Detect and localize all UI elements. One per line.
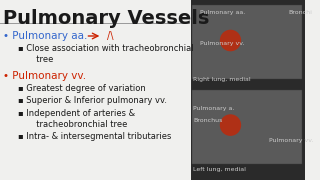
Text: ▪ Superior & Inferior pulmonary vv.: ▪ Superior & Inferior pulmonary vv. (18, 96, 167, 105)
Text: /\: /\ (107, 31, 113, 41)
Text: ▪ Close association with tracheobronchial: ▪ Close association with tracheobronchia… (18, 44, 194, 53)
Text: Pulmonary a.: Pulmonary a. (193, 105, 234, 111)
Text: Pulmonary aa.: Pulmonary aa. (200, 10, 245, 15)
Text: ▪ Independent of arteries &: ▪ Independent of arteries & (18, 109, 135, 118)
Text: • Pulmonary aa.: • Pulmonary aa. (3, 31, 87, 41)
Text: Bronchi: Bronchi (288, 10, 312, 15)
Bar (191, 0, 305, 180)
Text: • Pulmonary vv.: • Pulmonary vv. (3, 71, 86, 81)
Text: tracheobronchial tree: tracheobronchial tree (30, 120, 127, 129)
Text: Pulmonary vv.: Pulmonary vv. (200, 41, 244, 46)
Text: Right lung, medial: Right lung, medial (193, 77, 251, 82)
Text: Pulmonary Vessels: Pulmonary Vessels (3, 9, 209, 28)
Text: ▪ Intra- & intersegmental tributaries: ▪ Intra- & intersegmental tributaries (18, 132, 172, 141)
Text: Left lung, medial: Left lung, medial (193, 167, 246, 172)
Bar (192, 90, 302, 164)
Text: Pulmonary vv.: Pulmonary vv. (268, 138, 313, 143)
Text: ▪ Greatest degree of variation: ▪ Greatest degree of variation (18, 84, 146, 93)
Ellipse shape (220, 30, 241, 51)
Bar (192, 5, 302, 79)
Ellipse shape (220, 114, 241, 136)
Text: Bronchus: Bronchus (193, 118, 222, 123)
Text: tree: tree (30, 55, 53, 64)
